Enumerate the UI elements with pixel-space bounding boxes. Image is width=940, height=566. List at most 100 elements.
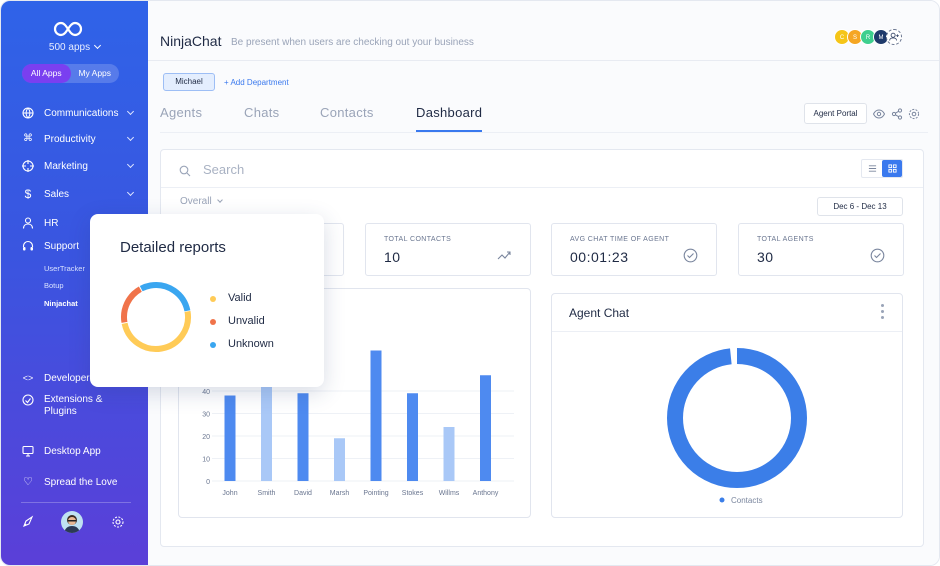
- sidebar-item-hr[interactable]: HR: [1, 213, 148, 233]
- list-icon: [868, 165, 876, 172]
- x-tick-label: Anthony: [473, 490, 499, 497]
- code-icon: <>: [22, 373, 34, 383]
- settings-icon[interactable]: [908, 108, 920, 120]
- y-tick-label: 0: [206, 479, 210, 486]
- header-divider: [148, 60, 939, 61]
- sidebar-item-label: Support: [44, 240, 80, 252]
- card-divider: [552, 331, 902, 332]
- avatar[interactable]: [61, 511, 83, 533]
- donut-slice-unvalid: [121, 282, 191, 352]
- overall-filter-dropdown[interactable]: Overall: [180, 196, 223, 207]
- stat-card-avg-chat-time: AVG CHAT TIME OF AGENT 00:01:23: [551, 223, 717, 276]
- sidebar-item-sales[interactable]: $ Sales: [1, 184, 148, 204]
- apps-count-label: 500 apps: [48, 42, 91, 53]
- sidebar-item-label: Marketing: [44, 160, 88, 172]
- legend-label: Unknown: [228, 338, 274, 350]
- agent-portal-button[interactable]: Agent Portal: [804, 103, 867, 124]
- sidebar-item-extensions[interactable]: Extensions & Plugins: [1, 391, 148, 419]
- view-toggle: [861, 159, 903, 178]
- sidebar-item-support[interactable]: Support: [1, 236, 148, 256]
- chevron-down-icon: [126, 107, 135, 116]
- legend-dot: [719, 497, 725, 503]
- tab-dashboard[interactable]: Dashboard: [416, 105, 483, 120]
- donut-slice-valid: [121, 282, 191, 352]
- all-apps-button[interactable]: All Apps: [22, 64, 71, 83]
- headset-icon: [22, 240, 34, 251]
- gear-icon[interactable]: [111, 515, 125, 529]
- sidebar-item-desktop-app[interactable]: Desktop App: [1, 441, 148, 461]
- department-chip[interactable]: Michael: [163, 73, 215, 91]
- search-input[interactable]: [203, 159, 603, 179]
- agent-chat-card: Agent Chat Contacts: [551, 293, 903, 518]
- agent-bar-chart: 0 10 20 30 40 John Smith David Marsh Pointing Stok…: [202, 350, 514, 497]
- globe-icon: [22, 107, 34, 119]
- sidebar-subitem-ninjachat[interactable]: Ninjachat: [44, 299, 78, 308]
- heart-icon: ♡: [23, 476, 33, 488]
- stat-card-total-contacts: TOTAL CONTACTS 10: [365, 223, 531, 276]
- rocket-icon[interactable]: [21, 515, 35, 529]
- legend-dot: [210, 296, 216, 302]
- team-avatar[interactable]: S: [847, 29, 863, 45]
- bar-pointing[interactable]: [370, 350, 382, 482]
- bar-smith[interactable]: [261, 377, 272, 482]
- dollar-icon: $: [24, 187, 32, 201]
- chevron-down-icon: [126, 160, 135, 169]
- tabs-divider: [160, 132, 928, 133]
- sidebar-item-label: Developer: [44, 372, 90, 384]
- detailed-reports-donut: [121, 282, 191, 352]
- plugin-icon: [22, 394, 34, 406]
- y-tick-label: 20: [202, 434, 210, 441]
- x-tick-label: John: [222, 490, 237, 497]
- sidebar-item-communications[interactable]: Communications: [1, 103, 148, 123]
- sidebar-item-marketing[interactable]: Marketing: [1, 156, 148, 176]
- chevron-down-icon: [126, 188, 135, 197]
- x-tick-label: David: [294, 490, 312, 497]
- add-department-link[interactable]: + Add Department: [224, 78, 289, 87]
- page-title: NinjaChat: [160, 33, 222, 49]
- share-icon[interactable]: [891, 108, 903, 120]
- apps-toggle: All Apps My Apps: [22, 64, 119, 83]
- sidebar-item-productivity[interactable]: ⌘ Productivity: [1, 129, 148, 149]
- legend-label: Unvalid: [228, 315, 265, 327]
- grid-view-button[interactable]: [882, 160, 902, 177]
- x-tick-label: Pointing: [363, 490, 388, 497]
- sidebar-subitem-botup[interactable]: Botup: [44, 281, 64, 290]
- tab-chats[interactable]: Chats: [244, 105, 280, 120]
- stat-title: TOTAL AGENTS: [757, 236, 814, 243]
- bar-stokes[interactable]: [407, 393, 418, 481]
- bar-willms[interactable]: [443, 427, 455, 481]
- tab-agents[interactable]: Agents: [160, 105, 203, 120]
- bar-david[interactable]: [297, 393, 309, 481]
- sidebar-divider: [21, 502, 131, 503]
- chevron-down-icon: [94, 41, 102, 50]
- sidebar-subitem-usertracker[interactable]: UserTracker: [44, 264, 85, 273]
- donut-slice-unknown: [121, 282, 191, 352]
- bar-marsh[interactable]: [334, 438, 345, 481]
- x-tick-label: Smith: [258, 490, 276, 497]
- detailed-reports-card: Detailed reports Valid Unvalid Unknown: [90, 214, 324, 387]
- stat-card-total-agents: TOTAL AGENTS 30: [738, 223, 904, 276]
- stat-value: 30: [757, 249, 774, 265]
- my-apps-button[interactable]: My Apps: [78, 68, 112, 78]
- check-circle-icon: [870, 248, 885, 263]
- sidebar-item-spread-the-love[interactable]: ♡ Spread the Love: [1, 472, 148, 492]
- legend-dot: [210, 342, 216, 348]
- tab-contacts[interactable]: Contacts: [320, 105, 374, 120]
- person-icon: [22, 217, 34, 229]
- apps-count-dropdown[interactable]: 500 apps: [1, 41, 148, 53]
- bar-anthony[interactable]: [480, 375, 491, 481]
- sidebar-item-label: Desktop App: [44, 445, 101, 457]
- date-range-picker[interactable]: Dec 6 - Dec 13: [817, 197, 903, 216]
- infinity-icon[interactable]: [53, 19, 83, 39]
- list-view-button[interactable]: [862, 160, 882, 177]
- check-circle-icon: [683, 248, 698, 263]
- more-options-icon[interactable]: [881, 304, 885, 322]
- stat-title: AVG CHAT TIME OF AGENT: [570, 236, 670, 243]
- team-avatars[interactable]: C S R M: [834, 29, 902, 47]
- sidebar-item-developer[interactable]: <> Developer: [1, 368, 148, 388]
- eye-icon[interactable]: [873, 108, 885, 120]
- add-user-icon[interactable]: [886, 29, 902, 45]
- donut-slice-contacts: [667, 348, 807, 488]
- bar-john[interactable]: [224, 395, 236, 482]
